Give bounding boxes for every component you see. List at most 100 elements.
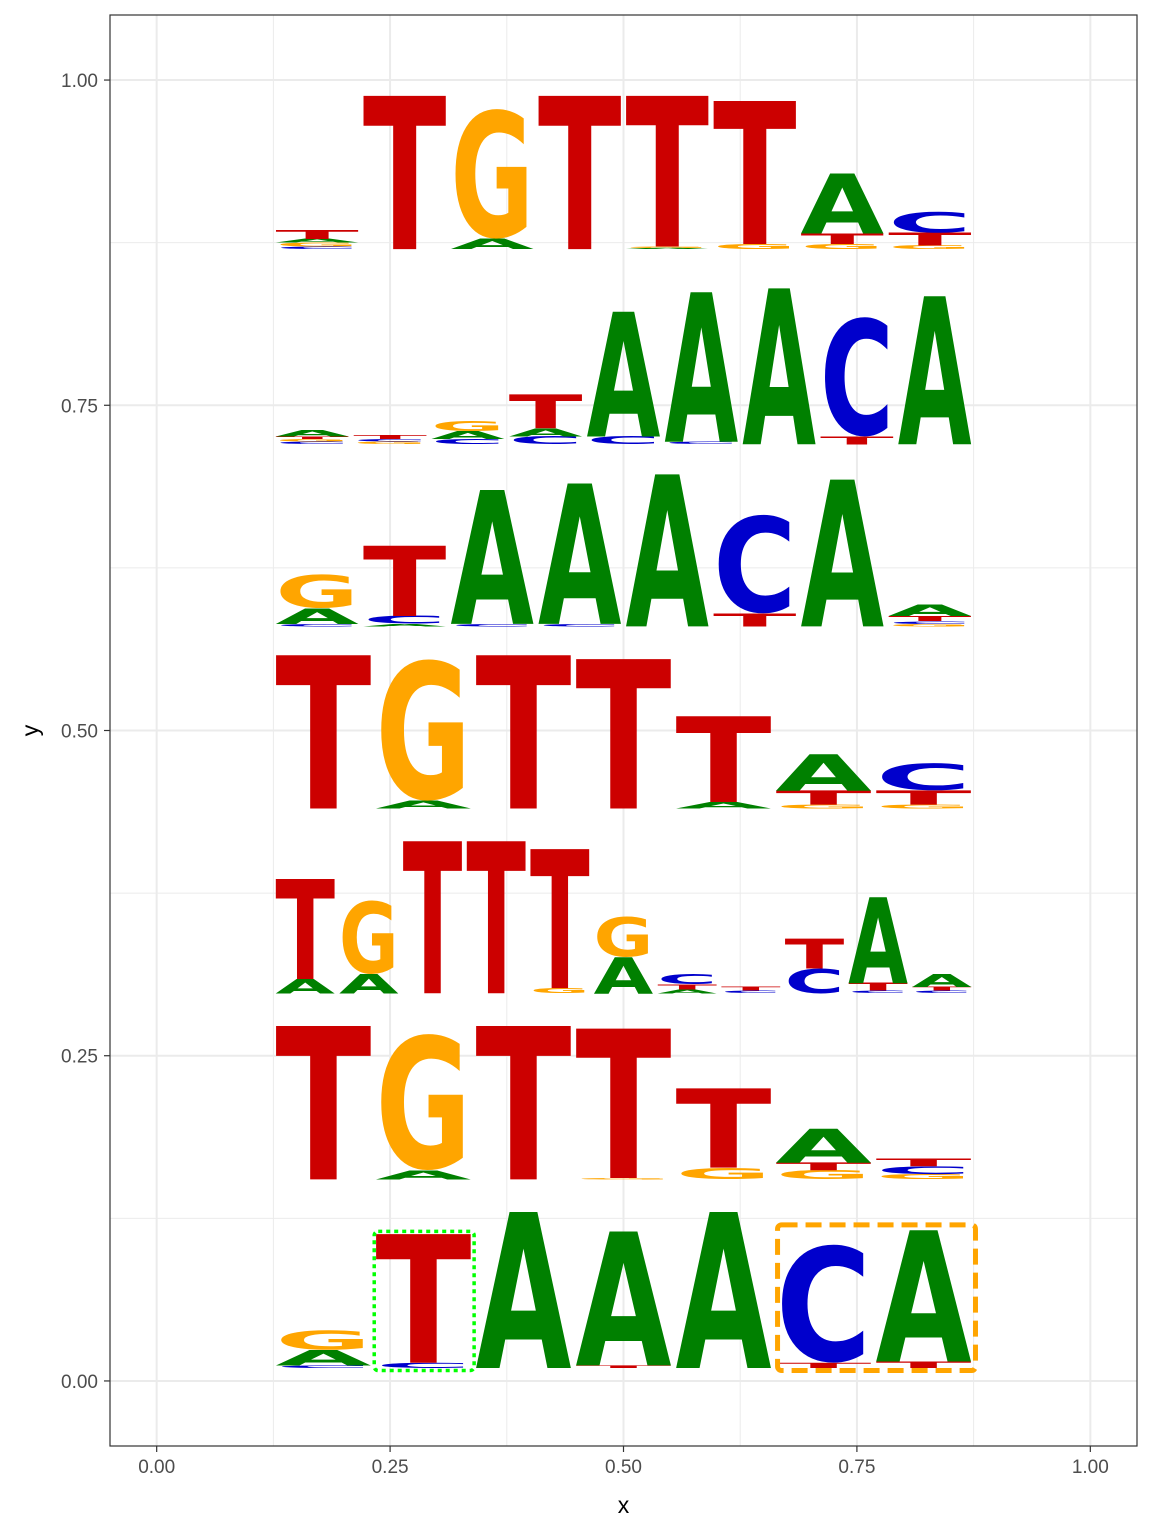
logo-letter-A: A bbox=[848, 875, 908, 1011]
logo-letter-C: C bbox=[888, 621, 972, 625]
logo-letter-T: T bbox=[713, 610, 797, 631]
x-tick-label: 0.50 bbox=[605, 1457, 642, 1478]
logo-letter-A: A bbox=[657, 988, 717, 994]
logo-letter-C: C bbox=[275, 441, 349, 445]
y-tick-label: 0.00 bbox=[61, 1372, 98, 1393]
logo-letter-C: C bbox=[820, 289, 894, 473]
x-tick-label: 0.25 bbox=[372, 1457, 409, 1478]
logo-letter-A: A bbox=[776, 1120, 872, 1174]
axis-ticks: 0.00 0.25 0.50 0.75 1.00 0.00 0.25 0.50 0.75 1.00 bbox=[61, 71, 1109, 1478]
logo-letter-C: C bbox=[275, 246, 359, 250]
logo-letter-G: G bbox=[275, 439, 349, 443]
logo-letter-A: A bbox=[626, 434, 710, 676]
logo-letter-G: G bbox=[275, 1325, 371, 1355]
logo-letter-A: A bbox=[363, 623, 447, 627]
logo-letter-T: T bbox=[275, 436, 349, 440]
logo-letter-T: T bbox=[676, 1066, 772, 1193]
logo-letter-G: G bbox=[888, 623, 972, 627]
logo-letter-A: A bbox=[475, 1171, 571, 1419]
logo-letter-T: T bbox=[275, 227, 359, 242]
x-tick-label: 1.00 bbox=[1072, 1457, 1109, 1478]
y-axis-title: y bbox=[17, 724, 43, 736]
logo-letter-G: G bbox=[776, 804, 872, 810]
logo-letter-A: A bbox=[898, 257, 972, 493]
logo-letter-T: T bbox=[575, 1365, 671, 1369]
logo-letter-G: G bbox=[275, 566, 359, 618]
y-tick-label: 0.50 bbox=[61, 722, 98, 743]
logo-letter-A: A bbox=[275, 428, 350, 438]
logo-letter-G: G bbox=[876, 804, 972, 810]
highlight-box-orange bbox=[775, 1222, 978, 1374]
logo-letter-T: T bbox=[848, 981, 908, 994]
logo-letter-G: G bbox=[776, 1168, 872, 1182]
logo-letter-C: C bbox=[876, 1164, 972, 1176]
logo-letter-A: A bbox=[275, 1345, 371, 1370]
highlight-boxes bbox=[372, 1222, 978, 1374]
logo-letter-G: G bbox=[876, 1173, 972, 1181]
logo-letter-C: C bbox=[375, 1361, 471, 1369]
x-tick-label: 0.75 bbox=[838, 1457, 875, 1478]
logo-letter-T: T bbox=[275, 853, 335, 1013]
logo-letter-T: T bbox=[776, 787, 873, 810]
y-tick-label: 0.25 bbox=[61, 1047, 98, 1068]
logo-letter-T: T bbox=[475, 985, 571, 1229]
logo-letter-C: C bbox=[275, 1365, 371, 1369]
logo-letter-T: T bbox=[363, 527, 447, 639]
logo-letter-G: G bbox=[626, 246, 709, 248]
logo-letter-T: T bbox=[776, 1361, 872, 1369]
logo-letter-A: A bbox=[876, 1196, 972, 1404]
logo-letter-C: C bbox=[888, 206, 972, 238]
logo-letter-A: A bbox=[676, 800, 772, 810]
logo-letter-T: T bbox=[353, 434, 427, 440]
logo-letter-A: A bbox=[626, 248, 710, 250]
logo-letter-A: A bbox=[450, 236, 534, 252]
logo-letter-C: C bbox=[776, 1215, 872, 1397]
logo-letter-G: G bbox=[375, 1000, 471, 1210]
logo-letter-A: A bbox=[912, 971, 972, 992]
y-tick-label: 0.75 bbox=[61, 396, 98, 417]
logo-letter-A: A bbox=[594, 948, 654, 1006]
logo-letter-T: T bbox=[785, 931, 845, 978]
logo-letter-C: C bbox=[912, 990, 972, 994]
logo-letter-T: T bbox=[475, 615, 571, 859]
logo-letter-T: T bbox=[713, 62, 797, 291]
logo-letter-T: T bbox=[801, 231, 885, 248]
logo-letter-C: C bbox=[713, 491, 797, 642]
logo-letter-G: G bbox=[530, 987, 590, 995]
grid-lines bbox=[110, 15, 1137, 1446]
logo-letter-C: C bbox=[363, 614, 447, 626]
logo-letter-C: C bbox=[431, 438, 505, 446]
logo-letter-C: C bbox=[509, 435, 583, 447]
logo-letter-G: G bbox=[450, 78, 534, 277]
logo-letter-T: T bbox=[876, 787, 973, 810]
logo-letter-A: A bbox=[375, 1168, 471, 1183]
logo-letter-C: C bbox=[538, 623, 622, 627]
logo-letter-A: A bbox=[664, 252, 738, 490]
logo-letter-C: C bbox=[721, 990, 781, 994]
logo-letter-T: T bbox=[575, 620, 671, 858]
logo-letter-A: A bbox=[275, 238, 358, 244]
logo-letter-T: T bbox=[721, 986, 781, 992]
logo-letter-G: G bbox=[431, 419, 505, 435]
logo-letter-T: T bbox=[363, 54, 447, 300]
logo-letter-G: G bbox=[339, 883, 399, 996]
logo-letter-G: G bbox=[575, 1178, 671, 1180]
logo-letter-T: T bbox=[275, 615, 371, 859]
logo-letter-G: G bbox=[676, 1165, 772, 1183]
logo-letter-G: G bbox=[353, 441, 427, 445]
logo-letter-A: A bbox=[801, 441, 885, 675]
logo-letter-T: T bbox=[876, 1360, 972, 1370]
logo-letter-C: C bbox=[450, 623, 534, 627]
logo-letter-T: T bbox=[776, 1160, 872, 1173]
logo-letter-G: G bbox=[713, 243, 797, 251]
logo-letter-C: C bbox=[848, 990, 908, 994]
logo-letter-T: T bbox=[876, 1156, 972, 1169]
logo-letter-A: A bbox=[676, 1171, 772, 1419]
